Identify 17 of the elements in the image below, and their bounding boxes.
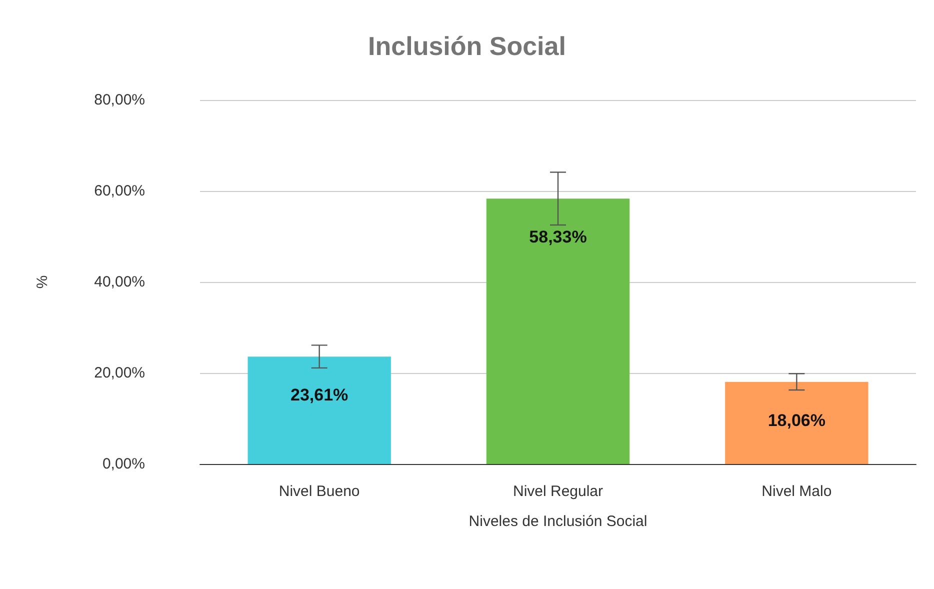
bar bbox=[725, 382, 868, 464]
y-tick-label: 0,00% bbox=[102, 456, 145, 472]
data-label: 18,06% bbox=[768, 410, 826, 430]
y-axis-title: % bbox=[34, 275, 51, 289]
data-label: 58,33% bbox=[529, 228, 587, 247]
x-tick-label: Nivel Regular bbox=[512, 483, 604, 500]
y-tick-label: 40,00% bbox=[94, 274, 145, 290]
chart-title: Inclusión Social bbox=[368, 31, 566, 61]
y-tick-label: 20,00% bbox=[94, 364, 145, 382]
y-tick-label: 60,00% bbox=[94, 182, 145, 200]
data-label: 23,61% bbox=[290, 386, 348, 405]
x-tick-label: Nivel Malo bbox=[762, 483, 832, 500]
x-tick-label: Nivel Bueno bbox=[278, 483, 360, 500]
bar bbox=[248, 356, 391, 464]
bar bbox=[486, 198, 630, 464]
x-axis-title: Niveles de Inclusión Social bbox=[468, 513, 648, 530]
y-tick-label: 80,00% bbox=[94, 92, 145, 108]
